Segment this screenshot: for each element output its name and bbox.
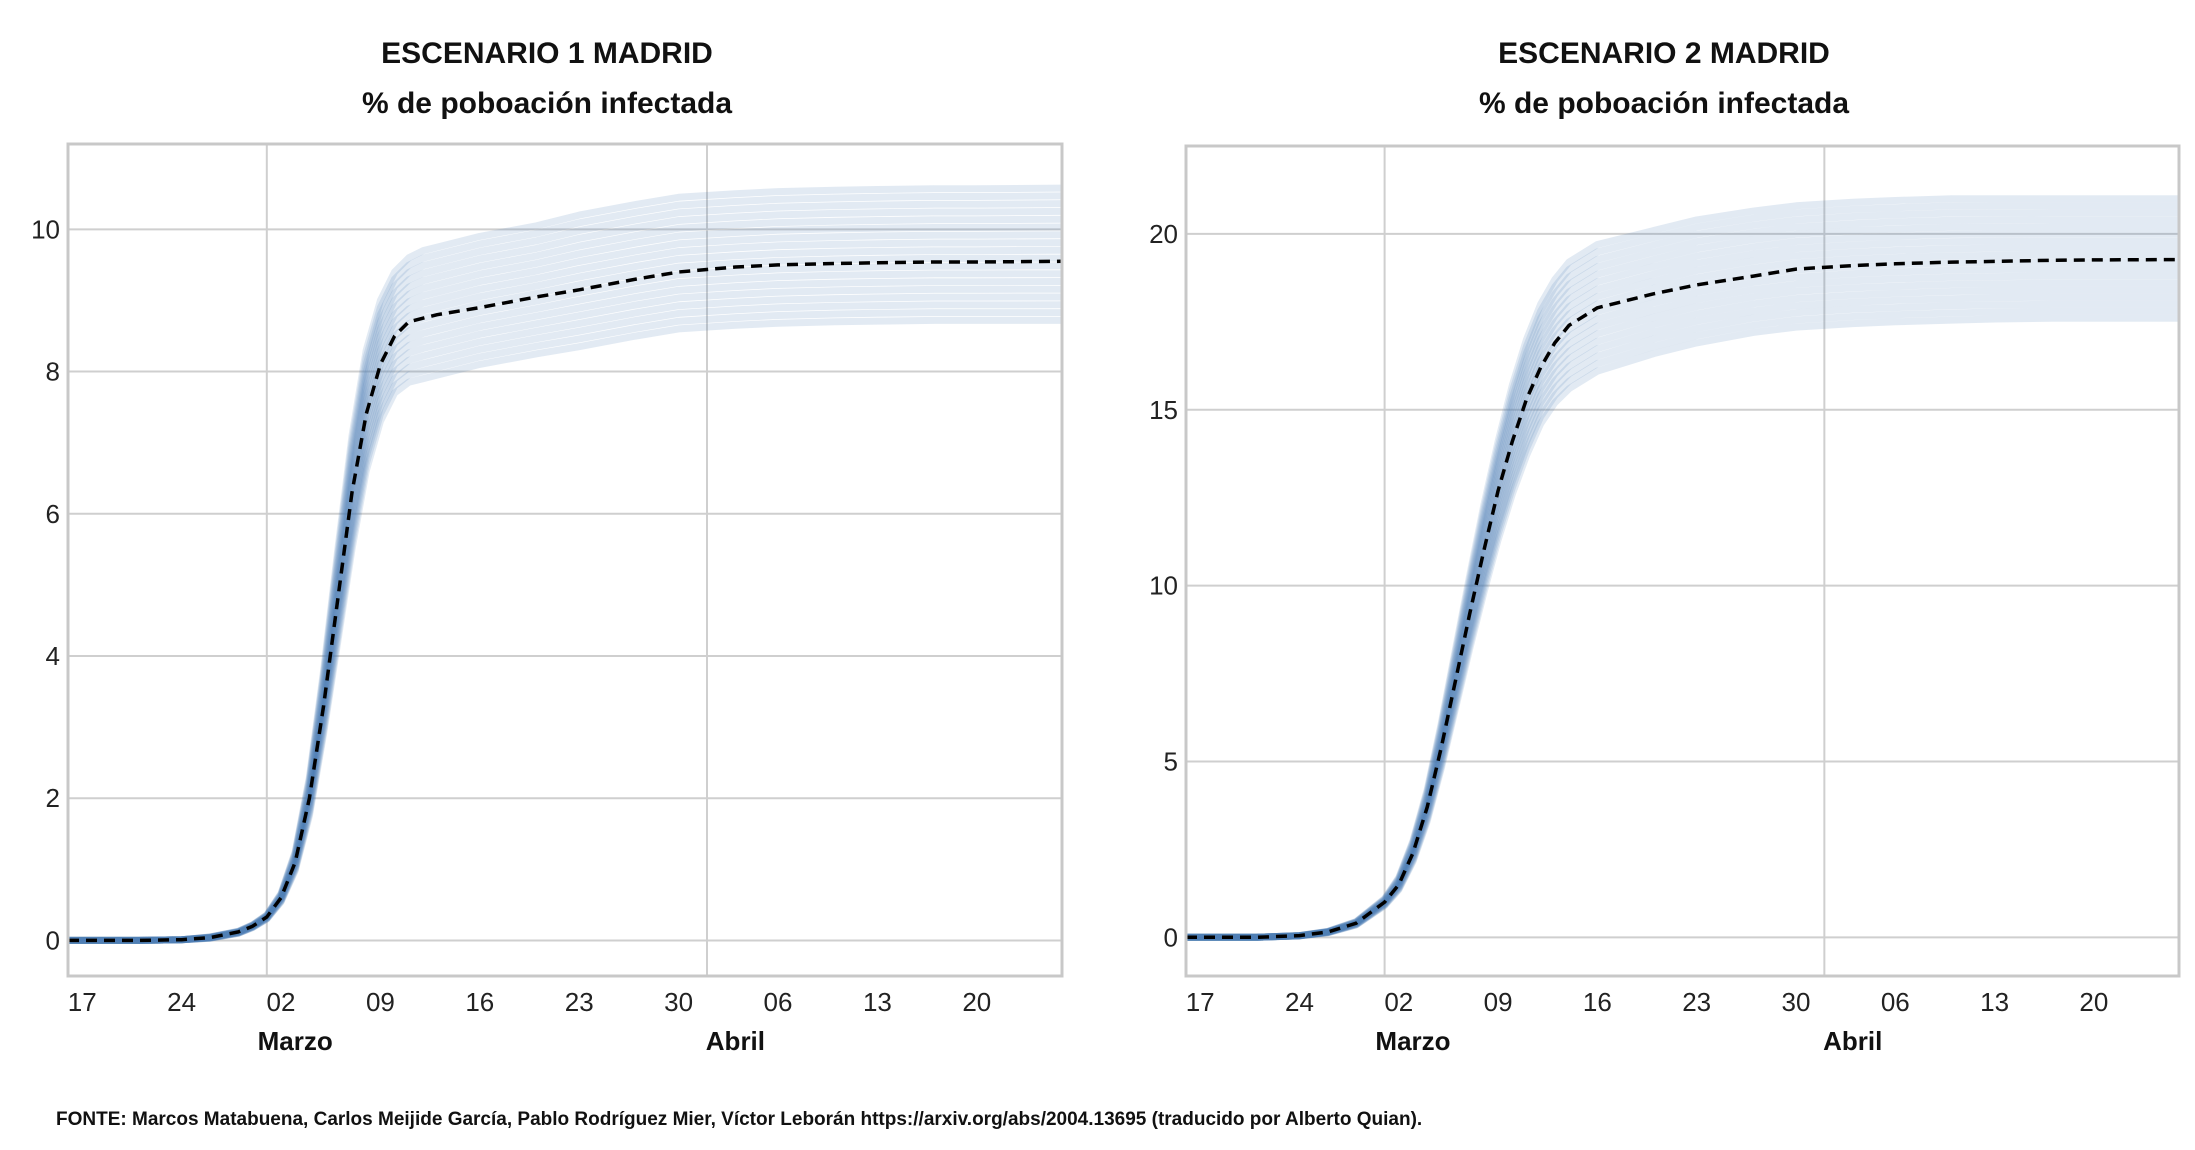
y-tick-label: 15 [1149,395,1178,425]
ensemble-band [1186,195,2179,941]
ensemble-line [1186,265,2179,941]
ensemble-line [68,254,1063,944]
plot-frame [66,142,1064,978]
x-tick-label: 16 [465,987,494,1017]
month-label: Marzo [258,1026,333,1056]
x-tick-label: 09 [1484,987,1513,1017]
ensemble-line [1186,307,2179,941]
ensemble-line [68,278,1063,944]
x-tick-label: 23 [565,987,594,1017]
x-tick-label: 13 [863,987,892,1017]
y-tick-label: 10 [1149,571,1178,601]
x-tick-label: 09 [366,987,395,1017]
y-tick-label: 10 [31,214,60,244]
ensemble-line [68,293,1063,944]
x-tick-label: 30 [1782,987,1811,1017]
month-label: Abril [1823,1026,1882,1056]
ensemble-line [68,309,1062,944]
ensemble-line [1186,293,2179,941]
chart-panel-left: ESCENARIO 1 MADRID % de poboación infect… [0,0,1100,1110]
ensemble-band [68,184,1063,944]
x-tick-label: 17 [68,987,97,1017]
ensemble-line [1186,279,2179,941]
y-tick-label: 0 [1164,922,1178,952]
y-tick-label: 6 [46,499,60,529]
x-tick-label: 23 [1682,987,1711,1017]
ensemble-line [1186,258,2179,941]
x-tick-label: 30 [664,987,693,1017]
grid [68,144,1062,976]
ensemble-line [68,316,1062,944]
month-label: Marzo [1375,1026,1450,1056]
ensemble-line [1186,272,2179,941]
x-tick-label: 13 [1980,987,2009,1017]
y-tick-label: 8 [46,357,60,387]
ensemble-line [68,246,1063,944]
x-tick-label: 24 [167,987,196,1017]
ensemble-line [68,262,1063,944]
chart-subtitle: % de poboación infectada [1479,87,1849,120]
source-note: FONTE: Marcos Matabuena, Carlos Meijide … [56,1109,1423,1130]
y-tick-label: 2 [46,783,60,813]
ensemble-line [68,285,1063,944]
ensemble-line [68,301,1063,944]
ensemble-line [1186,251,2179,941]
ensemble-line [1186,314,2179,941]
ensemble-line [1186,244,2179,941]
x-tick-label: 20 [2079,987,2108,1017]
chart-title: ESCENARIO 2 MADRID [1498,37,1830,70]
x-tick-label: 02 [267,987,296,1017]
x-tick-label: 24 [1285,987,1314,1017]
y-tick-label: 0 [46,925,60,955]
ensemble-line [68,270,1063,944]
x-tick-label: 20 [962,987,991,1017]
x-tick-label: 16 [1583,987,1612,1017]
grid [1186,146,2179,976]
median-line [1186,257,2180,940]
x-tick-label: 02 [1384,987,1413,1017]
chart-subtitle: % de poboación infectada [362,87,732,120]
y-tick-label: 5 [1164,746,1178,776]
chart-panel-right: ESCENARIO 2 MADRID % de poboación infect… [1110,0,2195,1110]
x-tick-label: 06 [1881,987,1910,1017]
chart-right-svg: ESCENARIO 2 MADRID % de poboación infect… [1149,37,2181,1056]
x-tick-label: 06 [764,987,793,1017]
y-tick-label: 20 [1149,219,1178,249]
month-label: Abril [706,1026,765,1056]
y-tick-label: 4 [46,641,60,671]
plot-frame [1184,144,2181,978]
ensemble-line [1186,300,2179,941]
chart-title: ESCENARIO 1 MADRID [381,37,713,70]
ensemble-line [1186,209,2179,941]
ensemble-line [1186,202,2179,941]
ensemble-line [1186,286,2179,941]
median-line [68,259,1063,943]
ensemble-line [1186,195,2179,941]
x-tick-label: 17 [1186,987,1215,1017]
chart-left-svg: ESCENARIO 1 MADRID % de poboación infect… [31,37,1064,1056]
